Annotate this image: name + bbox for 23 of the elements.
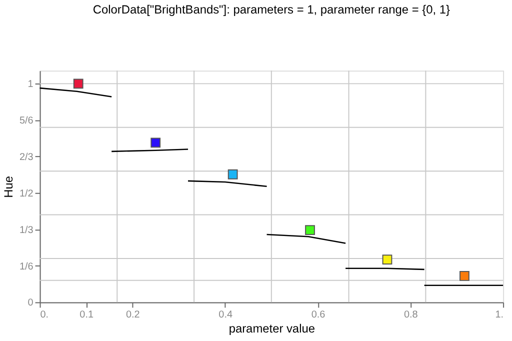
x-tick-label: 0. bbox=[40, 310, 49, 321]
x-tick-label: 0.6 bbox=[311, 310, 326, 321]
x-tick-label: 0.1 bbox=[80, 310, 94, 321]
x-tick-label: 0.8 bbox=[404, 310, 418, 321]
y-tick-label: 1/3 bbox=[19, 224, 34, 236]
y-axis-title: Hue bbox=[2, 176, 16, 198]
point bbox=[73, 78, 84, 89]
y-tick-label: 0 bbox=[28, 298, 34, 309]
y-tick-label: 1/2 bbox=[19, 188, 34, 200]
point bbox=[305, 225, 315, 236]
x-tick-label: 1. bbox=[495, 310, 504, 321]
point bbox=[382, 254, 392, 265]
x-tick-label: 0.4 bbox=[218, 310, 233, 321]
chart-title: ColorData["BrightBands"]: parameters = 1, parameter range = {0, 1} bbox=[92, 2, 450, 16]
x-tick-label: 0.2 bbox=[126, 310, 140, 321]
point bbox=[460, 271, 470, 281]
y-tick-label: 1 bbox=[28, 79, 34, 90]
point bbox=[150, 138, 161, 148]
x-axis-title: parameter value bbox=[228, 322, 316, 336]
y-tick-label: 2/3 bbox=[19, 152, 34, 163]
y-tick-label: 1/6 bbox=[19, 261, 34, 272]
y-tick-label: 5/6 bbox=[19, 116, 34, 127]
point bbox=[228, 169, 238, 180]
